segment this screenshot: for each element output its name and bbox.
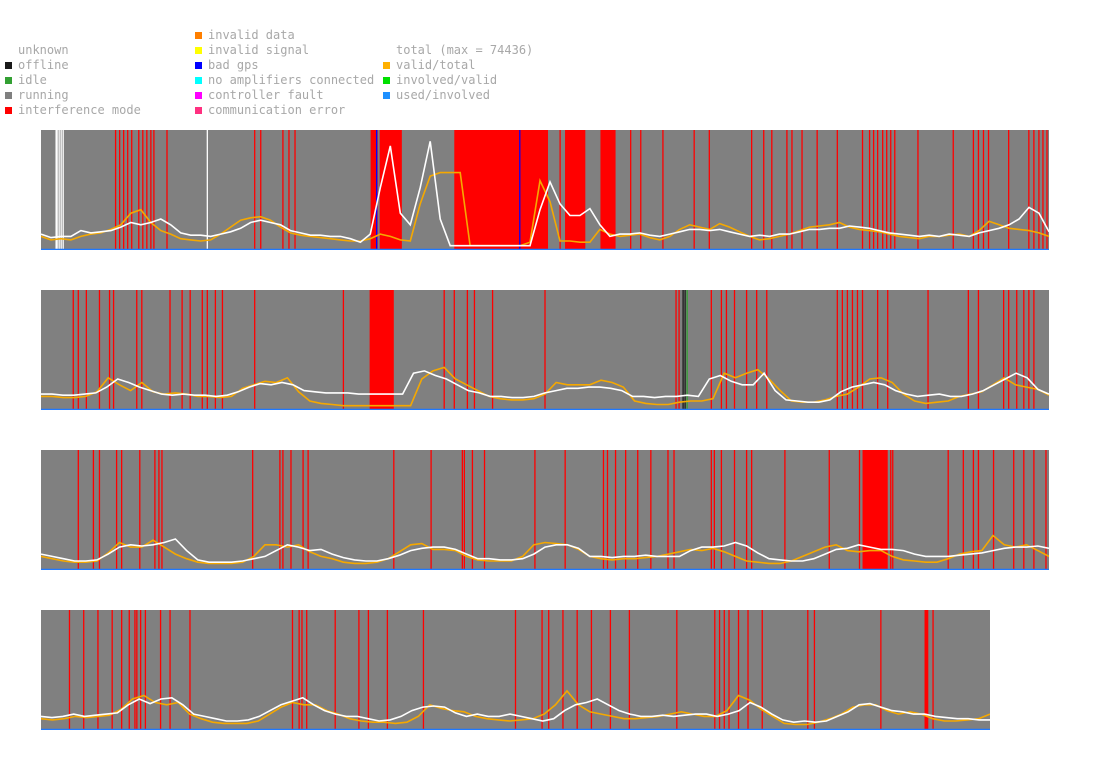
legend-swatch <box>5 107 12 114</box>
valid-total-line <box>41 534 1049 565</box>
chart-strip-3 <box>41 450 1049 570</box>
legend-swatch <box>5 92 12 99</box>
legend-column-series: total (max = 74436) valid/total involved/v… <box>383 43 583 125</box>
chart-strip-4 <box>41 610 990 730</box>
legend-label: running <box>18 88 69 102</box>
legend-label: offline <box>18 58 69 72</box>
legend-label: communication error <box>208 103 346 117</box>
legend-swatch <box>5 77 12 84</box>
legend-swatch <box>383 77 390 84</box>
legend-label: invalid data <box>208 28 295 42</box>
total-line <box>41 141 1049 247</box>
chart-strip-3-svg <box>41 450 1049 570</box>
legend-label: idle <box>18 73 47 87</box>
interference-band <box>370 130 378 250</box>
chart-strip-2-svg <box>41 290 1049 410</box>
legend-swatch <box>195 32 202 39</box>
legend-swatch <box>195 47 202 54</box>
legend-label: unknown <box>18 43 69 57</box>
interference-band <box>369 290 394 410</box>
legend-label: no amplifiers connected <box>208 73 375 87</box>
interference-band <box>924 610 929 730</box>
total-line <box>41 538 1049 563</box>
legend-label: total (max = 74436) <box>396 43 534 57</box>
legend-swatch <box>5 47 12 54</box>
legend-label: bad gps <box>208 58 259 72</box>
interference-band <box>600 130 616 250</box>
legend-column-errors: invalid data invalid signal bad gps no ampl… <box>195 28 380 125</box>
total-line <box>41 370 1049 403</box>
legend-label: invalid signal <box>208 43 310 57</box>
legend-swatch <box>5 62 12 69</box>
running-background <box>41 450 1049 570</box>
legend-swatch <box>195 62 202 69</box>
total-line <box>41 696 990 724</box>
legend-swatch <box>383 47 390 54</box>
legend-label: interference mode <box>18 103 141 117</box>
legend-swatch <box>195 77 202 84</box>
chart-strip-1-svg <box>41 130 1049 250</box>
legend-swatch <box>383 62 390 69</box>
chart-strip-1 <box>41 130 1049 250</box>
legend-label: valid/total <box>396 58 476 72</box>
legend-column-states: unknown offline idle running interference mo… <box>5 43 190 125</box>
legend: unknown offline idle running interference mo… <box>0 0 1095 125</box>
legend-label: used/involved <box>396 88 490 102</box>
valid-total-line <box>41 171 1049 247</box>
chart-strip-2 <box>41 290 1049 410</box>
legend-label: involved/valid <box>396 73 498 87</box>
legend-swatch <box>383 92 390 99</box>
legend-label: controller fault <box>208 88 324 102</box>
chart-strip-4-svg <box>41 610 990 730</box>
legend-swatch <box>195 92 202 99</box>
interference-band <box>379 130 402 250</box>
interference-band <box>565 130 586 250</box>
legend-swatch <box>195 107 202 114</box>
